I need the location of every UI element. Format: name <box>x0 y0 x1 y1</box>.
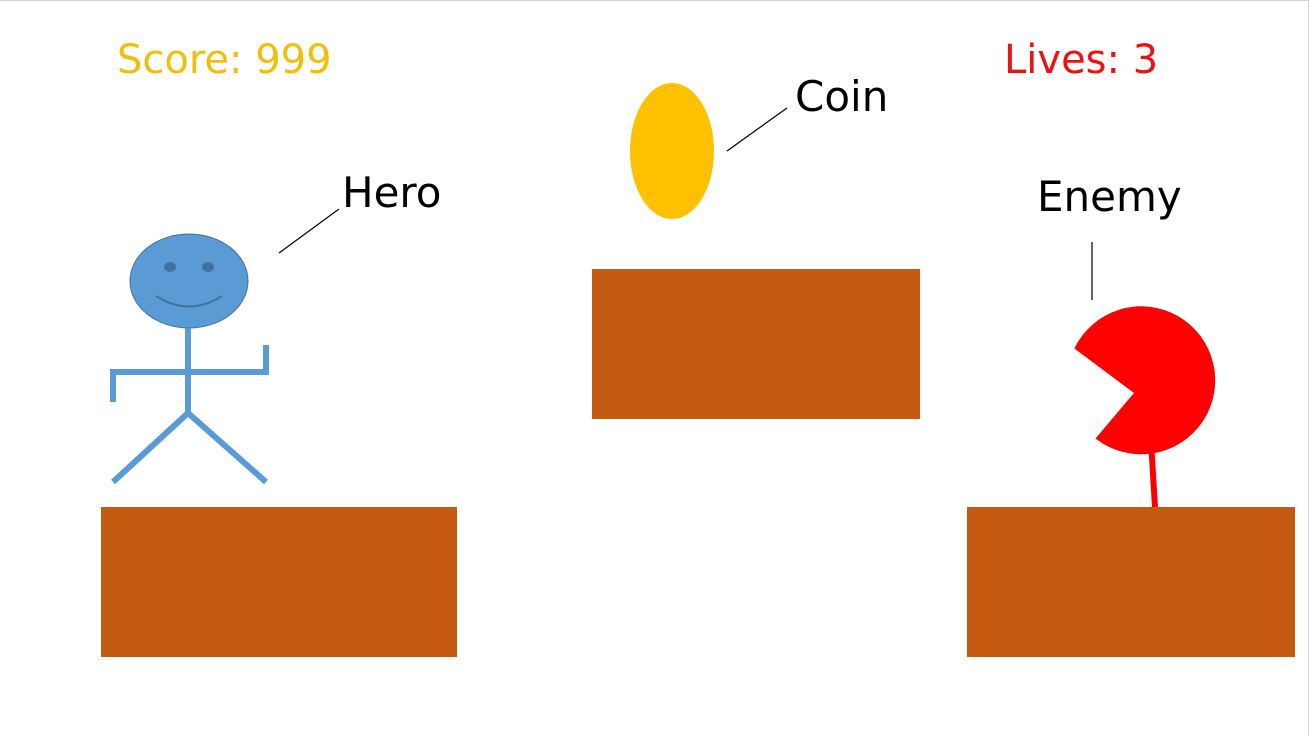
hero-arms <box>110 345 269 402</box>
platform-left <box>101 507 457 657</box>
hero-left-leg <box>110 410 191 485</box>
hero-callout-line <box>278 208 340 254</box>
enemy-character <box>1074 306 1216 508</box>
hero-left-eye <box>164 262 176 272</box>
enemy-body <box>1074 306 1216 455</box>
coin-label: Coin <box>795 72 888 121</box>
platform-right <box>967 507 1295 657</box>
coin-callout-line <box>726 107 788 152</box>
hero-smile <box>155 295 223 308</box>
enemy-label: Enemy <box>1037 172 1182 221</box>
hero-label: Hero <box>342 168 441 217</box>
hero-character <box>110 233 269 485</box>
hero-right-leg <box>186 410 268 485</box>
platform-middle <box>592 269 920 419</box>
coin <box>630 83 714 219</box>
hero-right-eye <box>202 262 214 272</box>
hero-head <box>129 233 249 329</box>
score-display: Score: 999 <box>117 37 332 83</box>
hero-body <box>110 328 269 485</box>
lives-display: Lives: 3 <box>1004 37 1158 83</box>
